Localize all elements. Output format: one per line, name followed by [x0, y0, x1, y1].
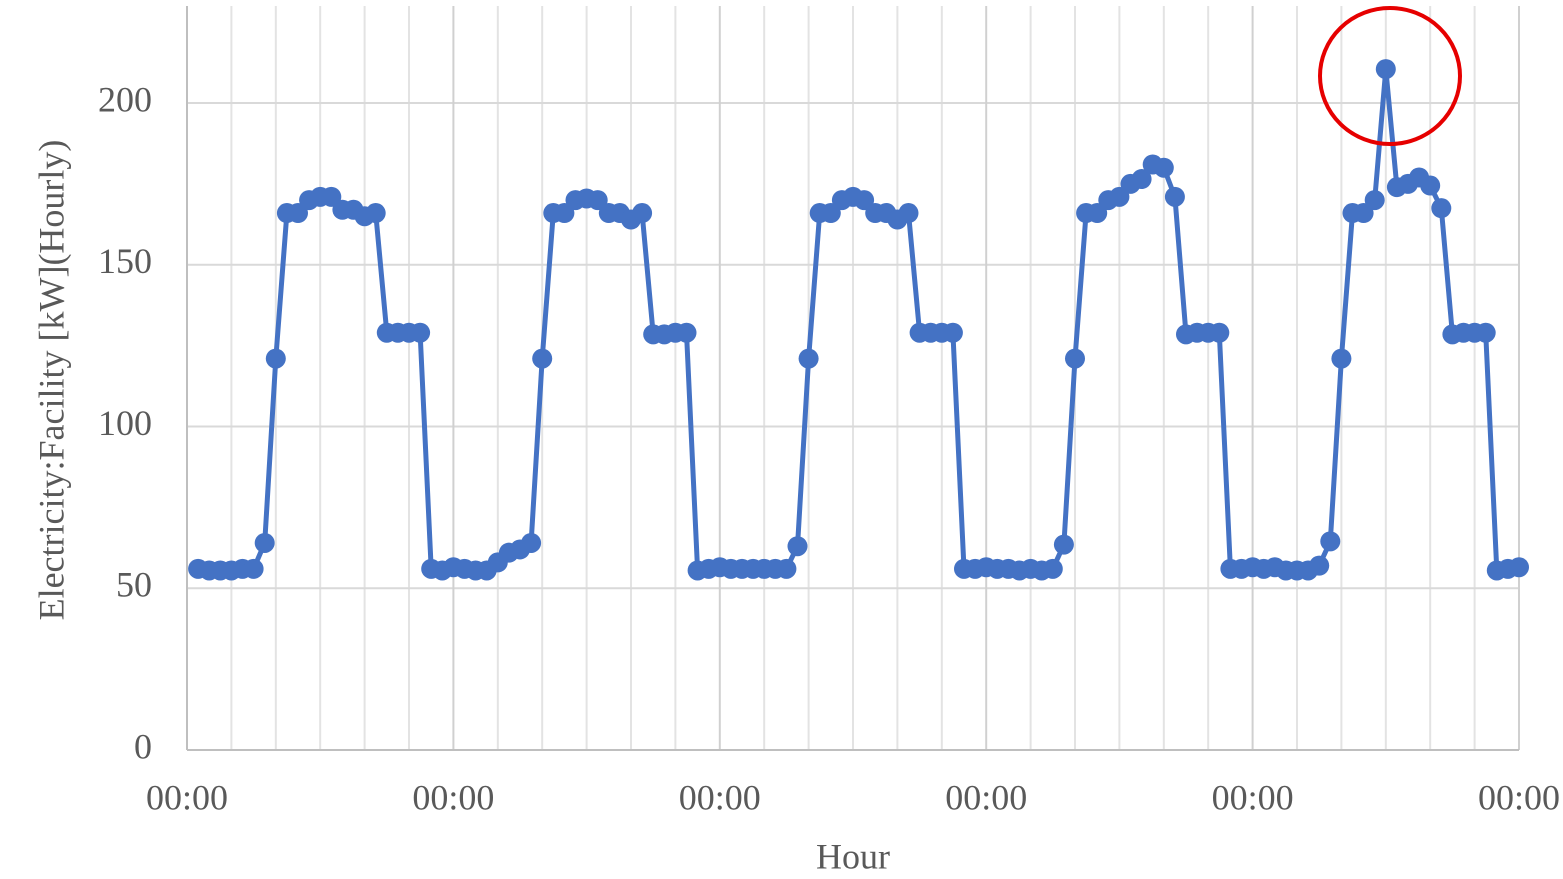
x-tick-label: 00:00	[945, 777, 1027, 817]
data-point	[1209, 322, 1230, 343]
data-point	[1431, 198, 1452, 219]
data-point	[1364, 190, 1385, 211]
data-point	[1320, 531, 1341, 552]
data-point	[1375, 59, 1396, 80]
x-axis-label: Hour	[816, 836, 890, 876]
data-point	[1331, 348, 1352, 369]
data-point	[410, 322, 431, 343]
x-tick-label: 00:00	[679, 777, 761, 817]
data-point	[676, 322, 697, 343]
data-point	[321, 186, 342, 207]
data-point	[265, 348, 286, 369]
y-tick-label: 50	[116, 565, 152, 605]
y-axis-label: Electricity:Facility [kW](Hourly)	[31, 140, 71, 621]
highlight-circle	[1318, 6, 1462, 146]
data-point	[787, 536, 808, 557]
series-line	[197, 66, 1520, 573]
data-point	[1509, 557, 1529, 578]
data-point	[798, 348, 819, 369]
data-point	[632, 203, 653, 224]
data-point	[820, 203, 841, 224]
data-point	[942, 322, 963, 343]
y-tick-label: 150	[98, 241, 152, 281]
data-point	[587, 190, 608, 211]
data-point	[1153, 157, 1174, 178]
y-tick-label: 200	[98, 79, 152, 119]
data-point	[1042, 558, 1063, 579]
data-point	[521, 532, 542, 553]
data-point	[1420, 175, 1441, 196]
x-tick-label: 00:00	[1212, 777, 1294, 817]
x-tick-label: 00:00	[412, 777, 494, 817]
data-point	[254, 532, 275, 553]
data-point	[1087, 203, 1108, 224]
x-tick-label: 00:00	[146, 777, 228, 817]
data-point	[1053, 534, 1074, 555]
data-point	[1131, 169, 1152, 190]
data-point	[1164, 186, 1185, 207]
x-tick-label: 00:00	[1478, 777, 1560, 817]
y-tick-label: 100	[98, 403, 152, 443]
data-point	[1475, 322, 1496, 343]
data-point	[1353, 203, 1374, 224]
data-point	[854, 190, 875, 211]
data-point	[243, 558, 264, 579]
y-tick-label: 0	[134, 726, 152, 766]
data-point	[1309, 555, 1330, 576]
data-point	[1065, 348, 1085, 369]
grid: 0 50 100 150 200 00:00 00:00 00:00 00:00 00:00 00:…	[98, 6, 1560, 817]
plot	[188, 59, 1529, 581]
data-point	[776, 558, 797, 579]
data-point	[898, 203, 919, 224]
data-point	[365, 203, 386, 224]
data-point	[1109, 186, 1130, 207]
data-point	[554, 203, 575, 224]
data-point	[288, 203, 308, 224]
data-point	[532, 348, 553, 369]
